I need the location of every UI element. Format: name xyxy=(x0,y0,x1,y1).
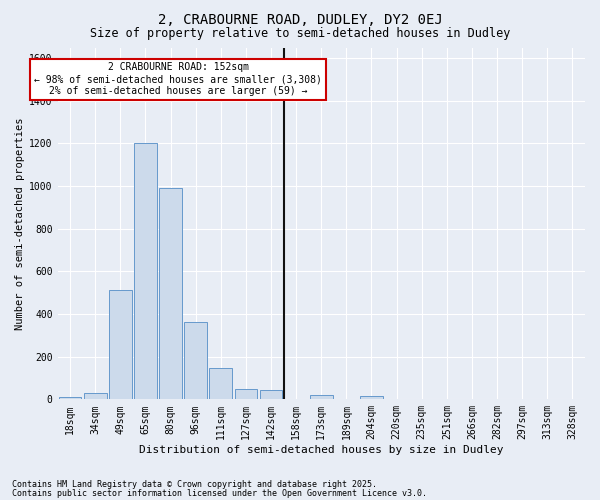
Text: Contains HM Land Registry data © Crown copyright and database right 2025.: Contains HM Land Registry data © Crown c… xyxy=(12,480,377,489)
Text: 2 CRABOURNE ROAD: 152sqm
← 98% of semi-detached houses are smaller (3,308)
2% of: 2 CRABOURNE ROAD: 152sqm ← 98% of semi-d… xyxy=(34,62,322,96)
Bar xyxy=(235,388,257,400)
Bar xyxy=(209,368,232,400)
Bar xyxy=(310,395,332,400)
Bar xyxy=(260,390,283,400)
X-axis label: Distribution of semi-detached houses by size in Dudley: Distribution of semi-detached houses by … xyxy=(139,445,503,455)
Bar xyxy=(84,393,107,400)
Text: Size of property relative to semi-detached houses in Dudley: Size of property relative to semi-detach… xyxy=(90,28,510,40)
Bar xyxy=(159,188,182,400)
Text: Contains public sector information licensed under the Open Government Licence v3: Contains public sector information licen… xyxy=(12,488,427,498)
Text: 2, CRABOURNE ROAD, DUDLEY, DY2 0EJ: 2, CRABOURNE ROAD, DUDLEY, DY2 0EJ xyxy=(158,12,442,26)
Bar xyxy=(360,396,383,400)
Bar xyxy=(134,144,157,400)
Y-axis label: Number of semi-detached properties: Number of semi-detached properties xyxy=(15,117,25,330)
Bar xyxy=(109,290,131,400)
Bar xyxy=(59,397,82,400)
Bar xyxy=(184,322,207,400)
